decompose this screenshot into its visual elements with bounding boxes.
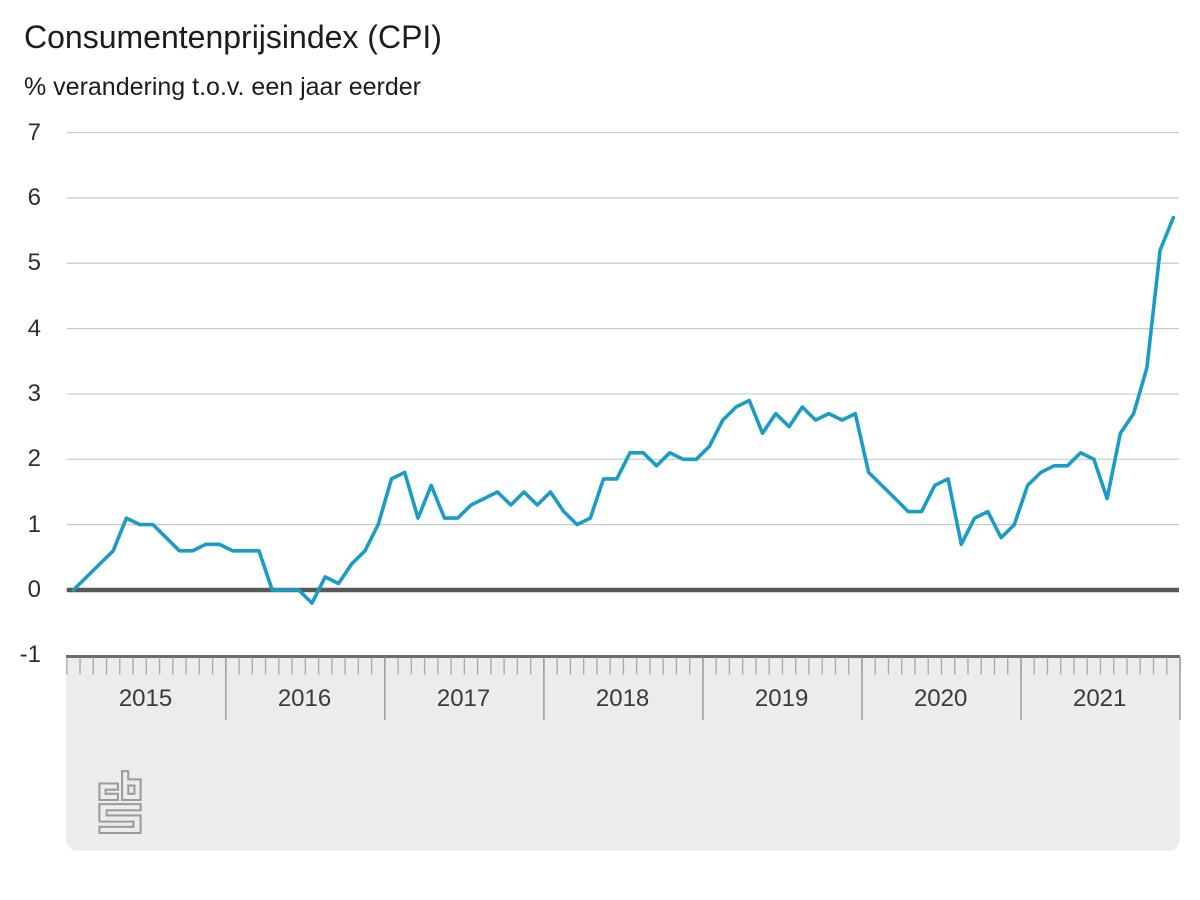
year-label: 2021: [1072, 685, 1127, 712]
y-axis-label: 6: [27, 183, 41, 211]
timeline-panel: 2015 2016 2017 2018 2019 2020 2021: [66, 655, 1180, 851]
year-label: 2016: [277, 685, 332, 712]
chart-subtitle: % verandering t.o.v. een jaar eerder: [24, 73, 421, 101]
y-axis-label: 4: [27, 314, 41, 342]
cbs-logo-icon: [98, 770, 142, 834]
year-label: 2017: [436, 685, 491, 712]
year-label: 2019: [754, 685, 809, 712]
y-axis-label: 1: [27, 510, 41, 538]
year-label: 2020: [913, 685, 968, 712]
year-label: 2018: [595, 685, 650, 712]
y-axis-label: 2: [27, 445, 41, 473]
y-axis-label: 5: [27, 249, 41, 277]
cpi-line-series: [71, 215, 1176, 605]
y-axis-label: -1: [19, 641, 41, 669]
chart-title: Consumentenprijsindex (CPI): [24, 19, 442, 55]
y-axis-label: 7: [27, 118, 41, 146]
y-axis-label: 0: [27, 576, 41, 603]
y-axis-label: 3: [27, 379, 41, 407]
year-label: 2015: [118, 685, 173, 712]
